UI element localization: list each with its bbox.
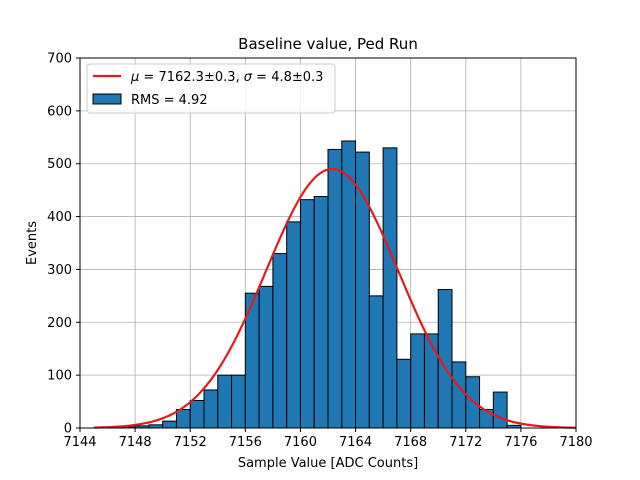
histogram-bar (162, 420, 177, 429)
x-axis-title: Sample Value [ADC Counts] (238, 456, 418, 471)
legend: μ = 7162.3±0.3, σ = 4.8±0.3 RMS = 4.92 (86, 63, 336, 114)
histogram-bar (189, 400, 205, 429)
x-tick-label: 7148 (119, 435, 152, 450)
histogram-bar (313, 195, 329, 429)
histogram-bar (382, 147, 398, 429)
histogram-bar (423, 333, 439, 429)
histogram-bar (217, 374, 233, 429)
y-tick-label: 500 (47, 157, 72, 172)
legend-histogram-swatch (92, 93, 122, 105)
legend-fit-mu: 7162.3±0.3 (158, 70, 235, 85)
y-tick-label: 100 (47, 369, 72, 384)
y-axis-ticks: 0 100 200 300 400 500 600 700 (47, 52, 80, 437)
y-tick-label: 200 (47, 316, 72, 331)
histogram-bar (451, 361, 467, 429)
x-tick-label: 7152 (174, 435, 207, 450)
x-tick-label: 7164 (339, 435, 372, 450)
legend-fit-sigma: 4.8±0.3 (271, 70, 323, 85)
histogram-bar (410, 333, 425, 429)
histogram-bar (341, 140, 357, 429)
histogram-bar (272, 253, 288, 429)
histogram-bar (203, 389, 219, 429)
gaussian-fit-line (93, 167, 577, 429)
histogram-bars (120, 140, 522, 429)
histogram-bar (299, 199, 315, 429)
legend-box (86, 63, 336, 114)
x-tick-label: 7156 (229, 435, 262, 450)
histogram-bar (231, 374, 246, 429)
x-axis-ticks: 7144 7148 7152 7156 7160 7164 7168 7172 7176 7180 (63, 428, 593, 450)
histogram-bar (258, 285, 274, 429)
histogram-bar (479, 409, 494, 429)
legend-fit-label: μ = 7162.3±0.3, σ = 4.8±0.3 (130, 70, 323, 85)
x-tick-label: 7172 (449, 435, 482, 450)
x-tick-label: 7180 (559, 435, 592, 450)
histogram-bar (368, 295, 384, 429)
histogram-bar (175, 409, 191, 429)
x-tick-label: 7176 (504, 435, 537, 450)
legend-histogram-label: RMS = 4.92 (131, 93, 208, 108)
x-tick-label: 7144 (63, 435, 96, 450)
histogram-bar (396, 358, 412, 429)
chart-title: Baseline value, Ped Run (238, 35, 418, 53)
x-tick-label: 7160 (284, 435, 317, 450)
histogram-bar (327, 148, 343, 429)
histogram-bar (492, 391, 508, 429)
x-tick-label: 7168 (394, 435, 427, 450)
y-axis-title: Events (25, 221, 40, 265)
histogram-bar (286, 221, 301, 429)
y-tick-label: 300 (47, 263, 72, 278)
y-tick-label: 600 (47, 104, 72, 119)
y-tick-label: 400 (47, 210, 72, 225)
y-tick-label: 700 (47, 52, 72, 67)
y-tick-label: 0 (64, 422, 72, 437)
plot-frame (79, 57, 577, 429)
